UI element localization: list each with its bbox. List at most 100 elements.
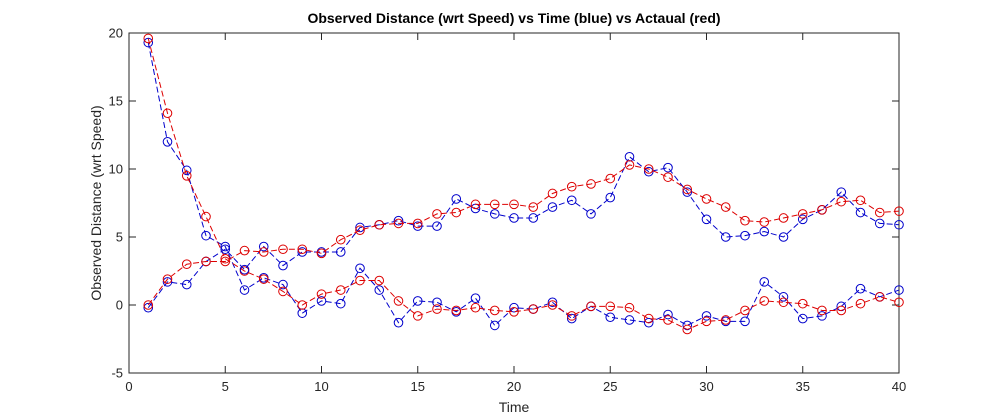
data-point <box>797 298 808 309</box>
data-point <box>412 296 423 306</box>
data-point <box>894 297 904 308</box>
x-tick-label: 25 <box>603 379 617 394</box>
data-point <box>778 292 789 302</box>
data-point <box>682 187 693 197</box>
data-point <box>220 244 231 255</box>
data-point <box>258 247 269 257</box>
data-point <box>393 296 404 306</box>
data-point <box>316 248 327 259</box>
data-point <box>258 241 269 252</box>
series-layer <box>143 33 904 335</box>
x-tick-label: 20 <box>507 379 521 394</box>
data-point <box>297 300 308 310</box>
data-point <box>701 194 712 204</box>
series-4 <box>143 160 904 310</box>
series-line <box>147 38 900 331</box>
data-point <box>778 232 789 242</box>
data-point <box>874 207 885 218</box>
data-point <box>759 226 770 237</box>
data-point <box>682 324 693 335</box>
data-point <box>162 108 173 119</box>
data-point <box>393 218 404 229</box>
x-tick-label: 0 <box>125 379 132 394</box>
data-point <box>701 311 712 321</box>
data-point <box>528 202 539 212</box>
chart-title: Observed Distance (wrt Speed) vs Time (b… <box>307 10 720 26</box>
data-point <box>566 311 577 321</box>
data-point <box>528 304 539 314</box>
data-point <box>412 311 423 321</box>
y-tick-label: 0 <box>116 298 123 313</box>
data-point <box>586 179 596 189</box>
data-point <box>220 241 231 252</box>
data-point <box>566 313 577 324</box>
y-tick-label: 20 <box>109 26 123 41</box>
data-point <box>663 315 673 325</box>
data-point <box>432 304 442 314</box>
data-point <box>797 214 808 225</box>
data-point <box>605 301 616 312</box>
data-point <box>201 256 211 267</box>
data-point <box>258 274 269 284</box>
data-point <box>894 206 904 216</box>
data-point <box>355 263 365 274</box>
data-point <box>547 300 558 310</box>
data-point <box>720 232 731 242</box>
data-point <box>759 277 770 287</box>
x-tick-label: 5 <box>222 379 229 394</box>
data-point <box>489 199 500 210</box>
data-point <box>181 171 192 181</box>
data-point <box>509 307 519 317</box>
data-point <box>489 209 500 219</box>
series-2 <box>143 33 904 335</box>
data-point <box>201 211 211 222</box>
x-tick-label: 30 <box>699 379 713 394</box>
data-point <box>509 302 519 313</box>
data-point <box>874 292 885 302</box>
data-point <box>181 259 192 270</box>
data-point <box>509 199 519 210</box>
data-point <box>143 37 154 48</box>
data-point <box>855 298 866 309</box>
data-point <box>278 279 288 290</box>
series-3 <box>143 151 904 313</box>
data-point <box>297 244 308 255</box>
data-point <box>547 188 558 199</box>
data-point <box>740 215 750 226</box>
data-point <box>720 202 731 212</box>
data-point <box>836 187 847 197</box>
data-point <box>181 279 192 290</box>
data-point <box>335 247 346 257</box>
x-axis-label: Time <box>499 399 530 415</box>
data-point <box>797 209 808 219</box>
data-point <box>451 207 462 218</box>
data-point <box>566 181 577 192</box>
series-line <box>147 42 900 327</box>
data-point <box>855 283 866 294</box>
x-tick-label: 10 <box>314 379 328 394</box>
data-point <box>239 264 250 275</box>
data-point <box>624 160 635 170</box>
data-point <box>162 274 173 284</box>
data-point <box>836 305 847 316</box>
data-point <box>201 230 211 241</box>
data-point <box>393 317 404 328</box>
x-tick-label: 15 <box>411 379 425 394</box>
data-point <box>239 245 250 256</box>
data-point <box>547 297 558 308</box>
data-point <box>643 166 654 177</box>
data-point <box>817 305 827 316</box>
x-tick-label: 40 <box>892 379 906 394</box>
data-point <box>547 202 558 212</box>
data-point <box>759 217 770 227</box>
data-point <box>489 320 500 331</box>
data-point <box>894 219 904 230</box>
data-point <box>451 305 462 316</box>
data-point <box>605 312 616 323</box>
data-point <box>470 302 481 313</box>
data-point <box>143 300 154 310</box>
data-point <box>470 293 481 304</box>
